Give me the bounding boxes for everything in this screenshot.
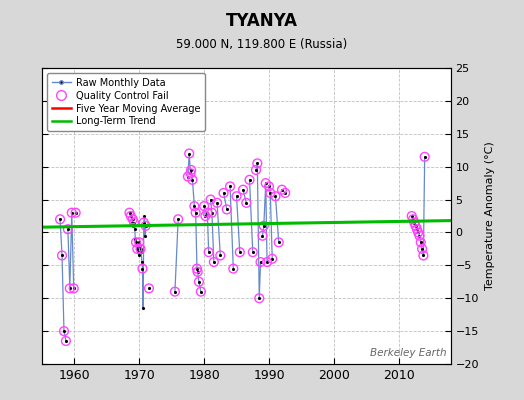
Point <box>223 206 231 213</box>
Point <box>236 249 244 255</box>
Point <box>261 180 270 186</box>
Point <box>62 338 70 344</box>
Point <box>210 259 218 265</box>
Point <box>184 173 192 180</box>
Point <box>127 213 135 219</box>
Raw Monthly Data <box>59 253 65 258</box>
Point <box>70 285 78 292</box>
Point <box>245 177 254 183</box>
Text: TYANYA: TYANYA <box>226 12 298 30</box>
Point <box>68 210 76 216</box>
Point <box>188 177 196 183</box>
Point <box>226 183 234 190</box>
Point <box>196 288 205 295</box>
Point <box>66 285 74 292</box>
Point <box>278 186 286 193</box>
Point <box>64 226 72 232</box>
Point <box>418 246 427 252</box>
Point <box>271 193 280 200</box>
Point <box>259 223 268 229</box>
Raw Monthly Data <box>57 217 63 222</box>
Point <box>265 183 273 190</box>
Point <box>420 154 429 160</box>
Line: Raw Monthly Data: Raw Monthly Data <box>60 219 66 341</box>
Point <box>263 259 271 265</box>
Text: Berkeley Earth: Berkeley Earth <box>370 348 446 358</box>
Point <box>200 203 209 209</box>
Point <box>255 295 264 302</box>
Point <box>203 210 212 216</box>
Point <box>139 219 148 226</box>
Legend: Raw Monthly Data, Quality Control Fail, Five Year Moving Average, Long-Term Tren: Raw Monthly Data, Quality Control Fail, … <box>47 73 205 131</box>
Point <box>248 249 257 255</box>
Point <box>56 216 64 222</box>
Point <box>409 216 417 222</box>
Point <box>256 259 265 265</box>
Point <box>138 266 147 272</box>
Point <box>191 210 200 216</box>
Point <box>204 249 213 255</box>
Point <box>208 210 216 216</box>
Point <box>408 213 416 219</box>
Point <box>185 150 193 157</box>
Point <box>174 216 182 222</box>
Point <box>213 200 221 206</box>
Point <box>130 219 138 226</box>
Point <box>136 246 145 252</box>
Raw Monthly Data <box>61 329 67 334</box>
Point <box>187 170 195 176</box>
Point <box>133 246 141 252</box>
Point <box>125 210 134 216</box>
Point <box>206 196 215 203</box>
Point <box>193 269 202 275</box>
Text: 59.000 N, 119.800 E (Russia): 59.000 N, 119.800 E (Russia) <box>177 38 347 51</box>
Point <box>220 190 228 196</box>
Point <box>229 266 237 272</box>
Point <box>258 232 267 239</box>
Point <box>135 239 144 246</box>
Point <box>242 200 250 206</box>
Point <box>416 232 424 239</box>
Point <box>414 229 422 236</box>
Point <box>281 190 289 196</box>
Point <box>266 190 275 196</box>
Point <box>239 186 247 193</box>
Point <box>411 223 420 229</box>
Y-axis label: Temperature Anomaly (°C): Temperature Anomaly (°C) <box>485 142 495 290</box>
Point <box>413 226 421 232</box>
Raw Monthly Data <box>63 338 69 343</box>
Point <box>253 160 261 166</box>
Point <box>128 216 137 222</box>
Point <box>58 252 66 259</box>
Point <box>141 223 150 229</box>
Point <box>71 210 80 216</box>
Point <box>60 328 68 334</box>
Point <box>216 252 224 259</box>
Point <box>275 239 283 246</box>
Point <box>132 239 140 246</box>
Point <box>187 167 195 173</box>
Point <box>190 203 199 209</box>
Point <box>252 167 260 173</box>
Point <box>410 219 419 226</box>
Point <box>195 278 203 285</box>
Point <box>201 213 210 219</box>
Point <box>171 288 179 295</box>
Point <box>232 193 241 200</box>
Point <box>417 239 425 246</box>
Point <box>145 285 153 292</box>
Point <box>268 256 277 262</box>
Point <box>419 252 428 259</box>
Point <box>193 266 201 272</box>
